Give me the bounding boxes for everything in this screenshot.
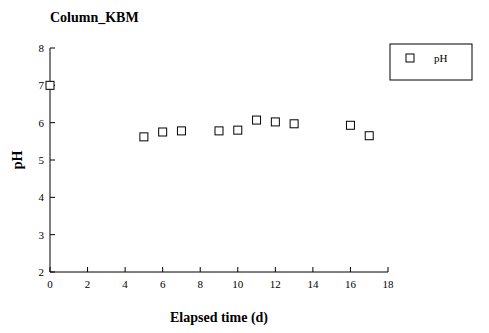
x-tick — [87, 267, 88, 272]
x-tick — [388, 267, 389, 272]
point — [253, 116, 261, 124]
x-tick-label: 12 — [270, 278, 281, 290]
x-tick-label: 4 — [122, 278, 128, 290]
point — [290, 120, 298, 128]
y-tick-label: 6 — [39, 117, 45, 129]
y-tick-label: 5 — [39, 154, 45, 166]
x-tick-label: 16 — [345, 278, 357, 290]
x-tick — [50, 267, 51, 272]
title: Column_KBM — [50, 10, 139, 25]
y-tick-label: 7 — [39, 79, 45, 91]
x-tick-label: 0 — [47, 278, 53, 290]
x-tick-label: 2 — [85, 278, 91, 290]
y-tick — [50, 234, 55, 235]
x-tick-label: 10 — [232, 278, 244, 290]
x-tick — [162, 267, 163, 272]
y-tick — [50, 272, 55, 273]
x-tick — [200, 267, 201, 272]
point — [271, 118, 279, 126]
marks — [46, 81, 373, 141]
x-tick — [312, 267, 313, 272]
chart: Column_KBMElapsed time (d)pH024681012141… — [0, 0, 489, 333]
y-tick-label: 4 — [39, 191, 45, 203]
x-tick — [275, 267, 276, 272]
x-tick — [350, 267, 351, 272]
x-tick — [237, 267, 238, 272]
x-tick-label: 14 — [307, 278, 319, 290]
point — [346, 121, 354, 129]
point — [140, 133, 148, 141]
y-tick — [50, 122, 55, 123]
point — [215, 127, 223, 135]
legend-label: pH — [434, 52, 448, 64]
y-tick-label: 2 — [39, 266, 45, 278]
x-tick-label: 18 — [383, 278, 395, 290]
x-axis — [50, 272, 388, 273]
y-label: pH — [10, 151, 25, 170]
x-tick-label: 6 — [160, 278, 166, 290]
point — [365, 132, 373, 140]
legend-marker — [406, 54, 414, 62]
y-tick-label: 3 — [39, 229, 45, 241]
y-tick — [50, 48, 55, 49]
y-tick — [50, 197, 55, 198]
point — [177, 127, 185, 135]
x-label: Elapsed time (d) — [170, 310, 268, 326]
point — [46, 81, 54, 89]
point — [234, 126, 242, 134]
y-tick — [50, 160, 55, 161]
x-tick — [125, 267, 126, 272]
legend-box — [390, 44, 472, 80]
point — [159, 128, 167, 136]
y-tick-label: 8 — [39, 42, 45, 54]
x-tick-label: 8 — [197, 278, 203, 290]
